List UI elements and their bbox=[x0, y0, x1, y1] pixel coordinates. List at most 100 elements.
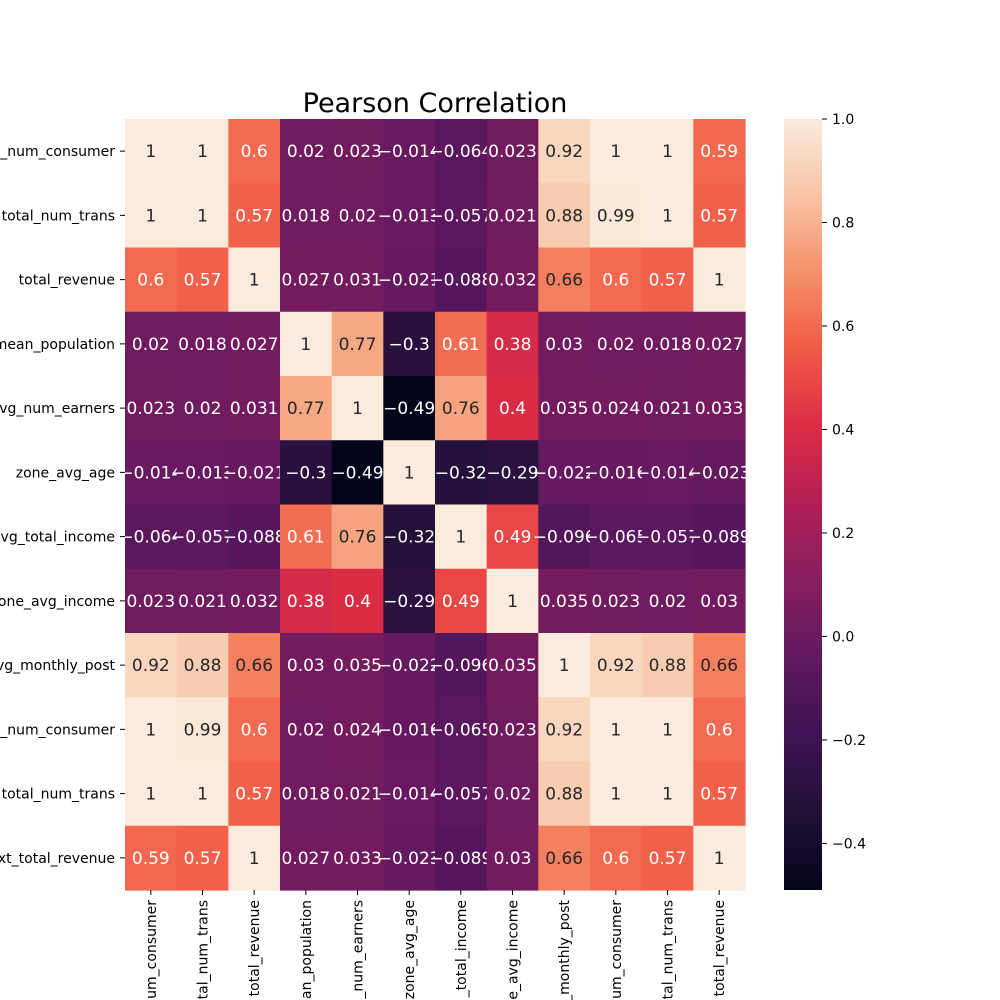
heatmap-cell bbox=[125, 247, 178, 313]
heatmap-cell bbox=[693, 761, 746, 827]
cell-value-label: 0.024 bbox=[333, 720, 382, 740]
cell-value-label: 0.88 bbox=[649, 656, 687, 676]
heatmap-cell bbox=[125, 119, 178, 184]
heatmap-cell bbox=[590, 568, 643, 634]
heatmap-cell bbox=[383, 311, 436, 377]
heatmap-cell bbox=[641, 504, 694, 570]
heatmap-cell bbox=[641, 376, 694, 441]
column-tick-label: um_consumer bbox=[609, 900, 625, 999]
cell-value-label: 0.03 bbox=[494, 849, 532, 869]
cell-value-label: 0.88 bbox=[545, 785, 583, 805]
cell-value-label: 0.61 bbox=[442, 335, 480, 355]
heatmap-cell bbox=[383, 825, 436, 891]
cell-value-label: 0.02 bbox=[339, 206, 377, 226]
column-tick-label: total_revenue bbox=[247, 900, 263, 996]
heatmap-cell bbox=[331, 825, 384, 891]
heatmap-cell bbox=[486, 568, 539, 634]
heatmap-cell bbox=[435, 119, 488, 184]
cell-value-label: 1 bbox=[507, 592, 518, 612]
heatmap-cell bbox=[228, 119, 281, 184]
cell-value-label: 0.6 bbox=[706, 720, 733, 740]
heatmap-cell bbox=[641, 633, 694, 698]
heatmap-cell bbox=[280, 311, 333, 377]
cell-value-label: −0.023 bbox=[688, 463, 751, 483]
cell-value-label: 0.49 bbox=[494, 528, 532, 548]
cell-value-label: 1 bbox=[352, 399, 363, 419]
heatmap-cell bbox=[228, 183, 281, 249]
cell-value-label: 0.02 bbox=[649, 592, 687, 612]
cell-value-label: 0.57 bbox=[184, 849, 222, 869]
cell-value-label: 0.027 bbox=[281, 271, 330, 291]
colorbar-tick-label: 0.2 bbox=[832, 526, 854, 542]
row-tick-label: xt_total_revenue bbox=[0, 851, 115, 867]
cell-value-label: 0.023 bbox=[488, 720, 537, 740]
cell-value-label: −0.057 bbox=[171, 528, 234, 548]
cell-value-label: −0.021 bbox=[223, 463, 286, 483]
heatmap-cell bbox=[538, 311, 591, 377]
row-tick-label: total_num_trans bbox=[2, 787, 115, 803]
heatmap-cell bbox=[486, 761, 539, 827]
heatmap-cell bbox=[125, 761, 178, 827]
row-tick-label: vg_total_income bbox=[1, 530, 115, 546]
cell-value-label: 1 bbox=[249, 849, 260, 869]
heatmap-cell bbox=[176, 568, 229, 634]
row-tick-label: _num_consumer bbox=[0, 722, 115, 738]
heatmap-cell bbox=[383, 633, 436, 698]
heatmap-cell bbox=[228, 825, 281, 891]
cell-value-label: 0.92 bbox=[597, 656, 635, 676]
heatmap-cell bbox=[176, 761, 229, 827]
heatmap-cell bbox=[590, 440, 643, 506]
colorbar-tick-label: −0.2 bbox=[832, 733, 866, 749]
heatmap-cell bbox=[176, 504, 229, 570]
heatmap-cell bbox=[280, 761, 333, 827]
heatmap-cell bbox=[228, 568, 281, 634]
heatmap-cell bbox=[176, 119, 229, 184]
cell-value-label: −0.065 bbox=[584, 528, 647, 548]
cell-value-label: −0.016 bbox=[584, 463, 647, 483]
cell-value-label: 0.57 bbox=[235, 206, 273, 226]
heatmap-cell bbox=[693, 183, 746, 249]
heatmap-cell bbox=[176, 183, 229, 249]
cell-value-label: 0.57 bbox=[700, 206, 738, 226]
column-tick-label: _monthly_post bbox=[557, 900, 573, 1000]
cell-value-label: 1 bbox=[714, 849, 725, 869]
column-tick-label: tal_num_trans bbox=[661, 900, 677, 999]
colorbar-gradient bbox=[784, 119, 822, 890]
cell-value-label: 0.023 bbox=[126, 592, 175, 612]
cell-value-label: 0.018 bbox=[281, 206, 330, 226]
cell-value-label: 1 bbox=[455, 528, 466, 548]
cell-value-label: 0.018 bbox=[178, 335, 227, 355]
cell-value-label: 0.023 bbox=[488, 142, 537, 162]
cell-value-label: −0.022 bbox=[533, 463, 596, 483]
heatmap-cell bbox=[693, 247, 746, 313]
heatmap-cell bbox=[693, 504, 746, 570]
heatmap-cell bbox=[383, 440, 436, 506]
cell-value-label: 0.77 bbox=[287, 399, 325, 419]
cell-value-label: −0.32 bbox=[435, 463, 487, 483]
column-tick-label: _num_earners bbox=[351, 900, 367, 1000]
heatmap-cell bbox=[590, 825, 643, 891]
cell-value-label: 0.018 bbox=[281, 785, 330, 805]
heatmap-cell bbox=[176, 247, 229, 313]
cell-value-label: −0.013 bbox=[171, 463, 234, 483]
cell-value-label: 0.023 bbox=[126, 399, 175, 419]
heatmap-cell bbox=[590, 247, 643, 313]
row-tick-label: total_num_trans bbox=[2, 208, 115, 224]
heatmap-cell bbox=[280, 183, 333, 249]
heatmap-cell bbox=[435, 376, 488, 441]
row-tick-label: total_revenue bbox=[19, 273, 115, 289]
heatmap-cell bbox=[125, 376, 178, 441]
heatmap-cell bbox=[641, 568, 694, 634]
cell-value-label: 0.02 bbox=[184, 399, 222, 419]
cell-value-label: 1 bbox=[145, 720, 156, 740]
cell-value-label: 0.6 bbox=[602, 849, 629, 869]
heatmap-cell bbox=[331, 440, 384, 506]
cell-value-label: 1 bbox=[559, 656, 570, 676]
heatmap-cell bbox=[176, 376, 229, 441]
heatmap-cell bbox=[383, 761, 436, 827]
column-tick-label: um_consumer bbox=[144, 900, 160, 999]
heatmap-cell bbox=[125, 825, 178, 891]
cell-value-label: 0.018 bbox=[643, 335, 692, 355]
